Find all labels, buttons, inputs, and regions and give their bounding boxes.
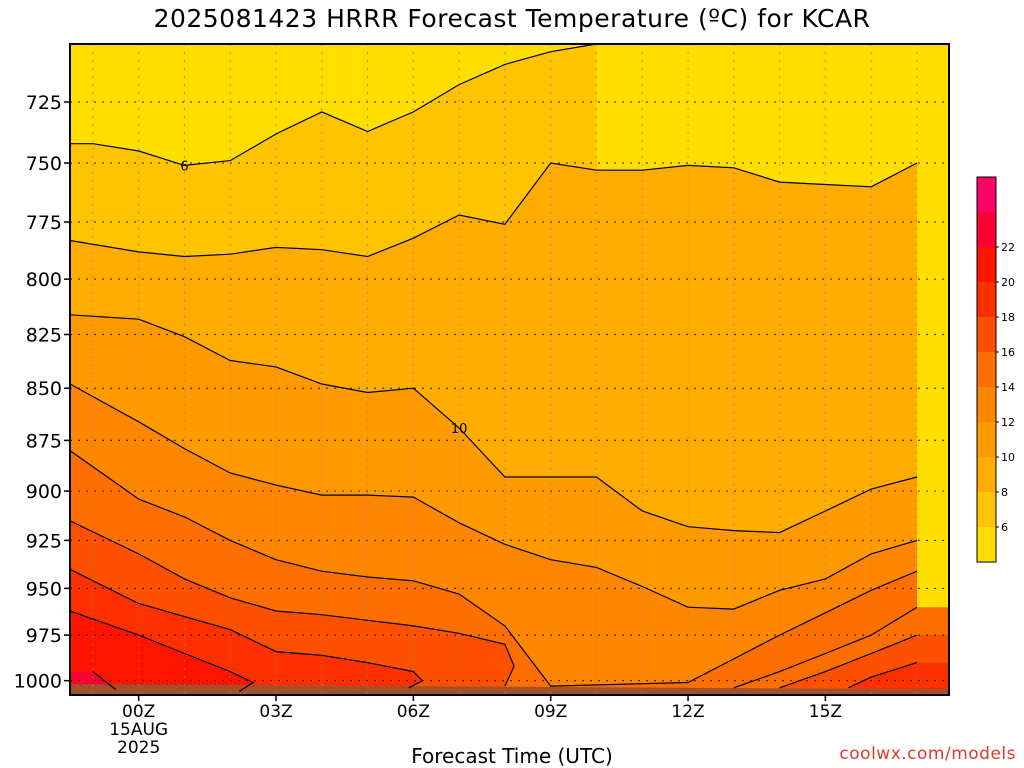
isotherm-14 (733, 606, 918, 689)
colorbar-swatch-4 (977, 387, 996, 422)
colorbar-swatch-0 (977, 527, 996, 562)
isotherm-18 (848, 662, 918, 689)
colorbar-label-12: 12 (1001, 416, 1015, 429)
colorbar-swatch-5 (977, 352, 996, 387)
colorbar-label-10: 10 (1001, 451, 1015, 464)
ytick-label-800: 800 (26, 269, 62, 291)
xtick-label-00Z: 00Z (122, 702, 155, 722)
ytick-label-900: 900 (26, 481, 62, 503)
ytick-label-1000: 1000 (14, 671, 62, 693)
colorbar-swatch-6 (977, 317, 996, 352)
colorbar-frame (976, 176, 997, 563)
isotherm-8 (70, 162, 918, 258)
colorbar-label-20: 20 (1001, 276, 1015, 289)
isotherm-label-10: 10 (451, 422, 468, 437)
colorbar-label-6: 6 (1001, 521, 1008, 534)
colorbar-swatch-2 (977, 457, 996, 492)
colorbar-label-14: 14 (1001, 381, 1015, 394)
isotherm-label-6: 6 (180, 159, 188, 174)
temp-band-right-18 (848, 662, 949, 695)
xtick-label-06Z: 06Z (397, 702, 430, 722)
colorbar-label-16: 16 (1001, 346, 1015, 359)
colorbar-swatch-9 (977, 212, 996, 247)
xtick-sublabel-15AUG: 15AUG (109, 720, 168, 740)
colorbar-label-8: 8 (1001, 486, 1008, 499)
isotherm-20 (70, 610, 255, 692)
ytick-label-950: 950 (26, 578, 62, 600)
ytick-label-750: 750 (26, 153, 62, 175)
isotherm-6 (70, 44, 597, 167)
credit-link[interactable]: coolwx.com/models (839, 744, 1016, 764)
x-axis-label: Forecast Time (UTC) (411, 744, 613, 768)
xtick-label-12Z: 12Z (671, 702, 704, 722)
xtick-sublabel-2025: 2025 (117, 738, 160, 758)
colorbar-swatch-8 (977, 247, 996, 282)
isotherm-10 (70, 314, 918, 534)
xtick-label-15Z: 15Z (809, 702, 842, 722)
ytick-label-725: 725 (26, 92, 62, 114)
plot-frame (69, 43, 950, 696)
isotherm-18 (70, 568, 424, 689)
isotherm-16 (70, 520, 515, 687)
isotherm-14 (70, 450, 918, 687)
xtick-label-03Z: 03Z (259, 702, 292, 722)
isotherm-16 (779, 634, 918, 689)
isotherm-22 (92, 671, 117, 691)
colorbar-swatch-7 (977, 282, 996, 317)
ytick-label-775: 775 (26, 212, 62, 234)
colorbar-swatch-10 (977, 177, 996, 212)
xtick-label-09Z: 09Z (534, 702, 567, 722)
colorbar-swatch-3 (977, 422, 996, 457)
temp-band-20 (70, 611, 254, 695)
ytick-label-975: 975 (26, 625, 62, 647)
ground-surface (70, 684, 949, 695)
colorbar-label-22: 22 (1001, 241, 1015, 254)
colorbar-label-18: 18 (1001, 311, 1015, 324)
chart-title: 2025081423 HRRR Forecast Temperature (ºC… (153, 4, 871, 33)
ytick-label-825: 825 (26, 325, 62, 347)
ytick-label-875: 875 (26, 430, 62, 452)
ytick-label-925: 925 (26, 530, 62, 552)
isotherm-12 (70, 383, 918, 610)
colorbar-swatch-1 (977, 492, 996, 527)
ytick-label-850: 850 (26, 378, 62, 400)
